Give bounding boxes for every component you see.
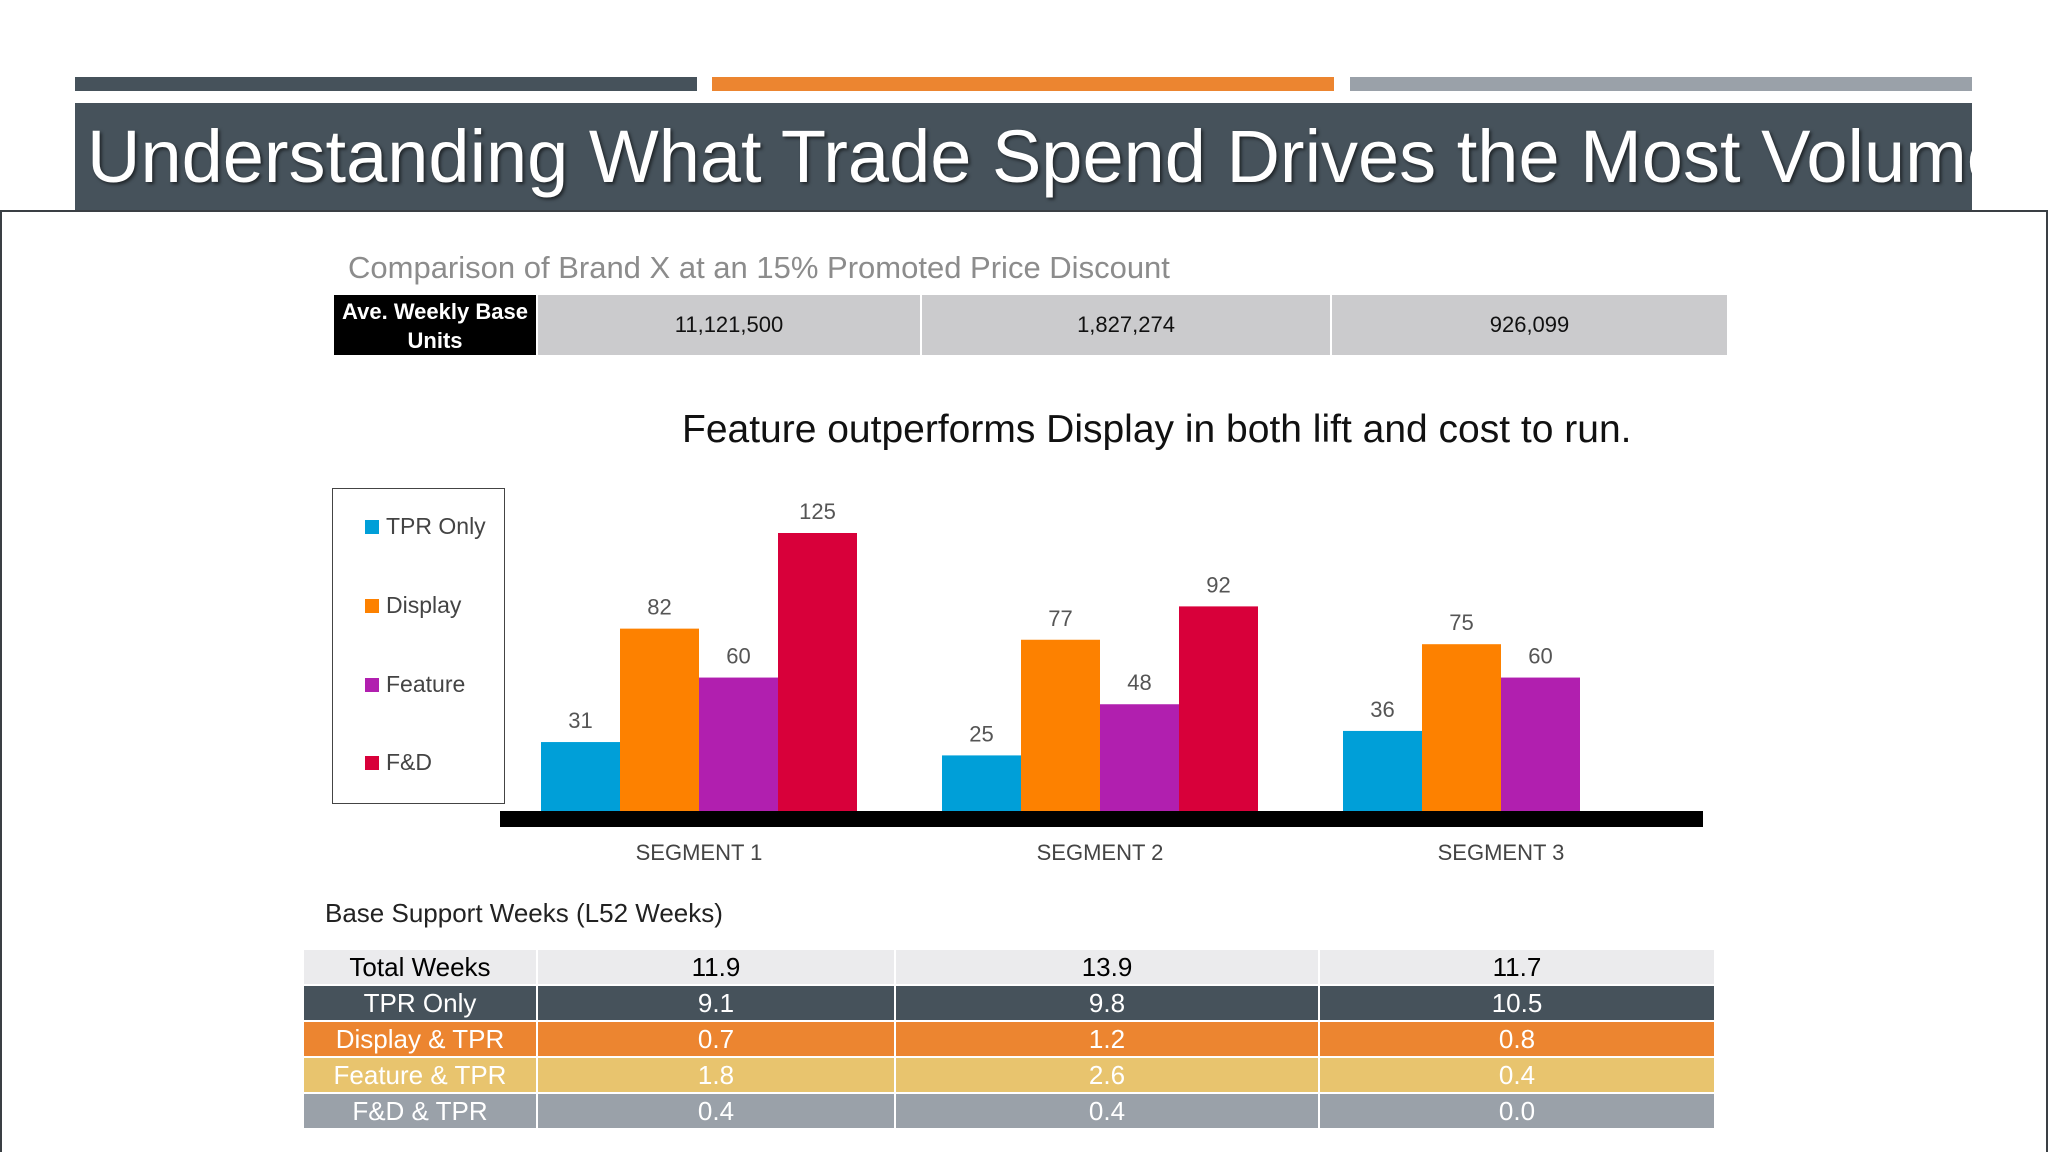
support-cell: 13.9 [896, 950, 1318, 984]
data-label: 60 [1528, 644, 1552, 669]
base-units-label: Ave. Weekly Base Units [334, 295, 536, 355]
support-cell: 0.0 [1320, 1094, 1714, 1128]
legend-item-fd: F&D [365, 749, 432, 776]
x-tick-label: SEGMENT 3 [1438, 840, 1565, 865]
data-label: 77 [1048, 606, 1072, 631]
data-label: 25 [969, 721, 993, 746]
support-row-label: Display & TPR [304, 1022, 536, 1056]
data-label: 60 [726, 644, 750, 669]
support-row-label: F&D & TPR [304, 1094, 536, 1128]
content-frame [0, 210, 2048, 1152]
bar-f-d-segment-1 [778, 533, 857, 811]
legend-label: F&D [386, 749, 432, 775]
legend-swatch-display [365, 598, 379, 613]
bar-display-segment-2 [1021, 639, 1100, 811]
legend-swatch-feature [365, 677, 379, 692]
legend-label: Feature [386, 671, 466, 697]
bar-tpr-only-segment-1 [541, 742, 620, 811]
chart-headline: Feature outperforms Display in both lift… [682, 408, 1632, 451]
support-cell: 0.8 [1320, 1022, 1714, 1056]
bar-display-segment-1 [620, 628, 699, 811]
legend-item-tpr-only: TPR Only [365, 513, 486, 540]
bar-feature-segment-2 [1100, 704, 1179, 811]
support-cell: 0.4 [1320, 1058, 1714, 1092]
x-tick-label: SEGMENT 1 [636, 840, 763, 865]
support-row-label: Feature & TPR [304, 1058, 536, 1092]
support-cell: 11.7 [1320, 950, 1714, 984]
accent-bar-gray [1350, 77, 1972, 91]
support-cell: 1.8 [538, 1058, 894, 1092]
data-label: 75 [1449, 610, 1473, 635]
bar-f-d-segment-2 [1179, 606, 1258, 811]
support-row-label: TPR Only [304, 986, 536, 1020]
chart-legend: TPR Only Display Feature F&D [332, 488, 505, 804]
support-cell: 11.9 [538, 950, 894, 984]
legend-item-display: Display [365, 592, 461, 619]
bar-chart: 31 82 60 125 SEGMENT 1 25 77 48 92 SEGMENT 2 36 75 6… [500, 499, 1703, 865]
support-cell: 1.2 [896, 1022, 1318, 1056]
support-table-title: Base Support Weeks (L52 Weeks) [325, 898, 723, 928]
legend-item-feature: Feature [365, 671, 465, 698]
support-row-label: Total Weeks [304, 950, 536, 984]
support-cell: 9.1 [538, 986, 894, 1020]
support-cell: 0.4 [896, 1094, 1318, 1128]
accent-bar-dark [75, 77, 697, 91]
x-tick-label: SEGMENT 2 [1037, 840, 1164, 865]
data-label: 36 [1370, 697, 1394, 722]
slide-title: Understanding What Trade Spend Drives th… [75, 103, 1972, 210]
support-cell: 0.4 [538, 1094, 894, 1128]
x-axis-line [500, 811, 1703, 827]
support-cell: 0.7 [538, 1022, 894, 1056]
data-label: 82 [647, 595, 671, 620]
bar-feature-segment-1 [699, 677, 778, 811]
support-cell: 10.5 [1320, 986, 1714, 1020]
data-label: 92 [1206, 572, 1230, 597]
bar-feature-segment-3 [1501, 677, 1580, 811]
bar-tpr-only-segment-3 [1343, 730, 1422, 811]
legend-swatch-fd [365, 755, 379, 770]
accent-bar-orange [712, 77, 1334, 91]
support-cell: 9.8 [896, 986, 1318, 1020]
support-cell: 2.6 [896, 1058, 1318, 1092]
legend-swatch-tpr-only [365, 519, 379, 534]
bar-tpr-only-segment-2 [942, 755, 1021, 811]
data-label: 125 [799, 499, 836, 524]
bar-display-segment-3 [1422, 644, 1501, 811]
legend-label: TPR Only [386, 513, 486, 539]
data-label: 48 [1127, 670, 1151, 695]
data-label: 31 [568, 708, 592, 733]
slide-subtitle: Comparison of Brand X at an 15% Promoted… [348, 250, 1170, 285]
legend-label: Display [386, 592, 462, 618]
base-units-segment-1: 11,121,500 [538, 295, 920, 355]
base-units-segment-2: 1,827,274 [922, 295, 1330, 355]
base-units-segment-3: 926,099 [1332, 295, 1727, 355]
